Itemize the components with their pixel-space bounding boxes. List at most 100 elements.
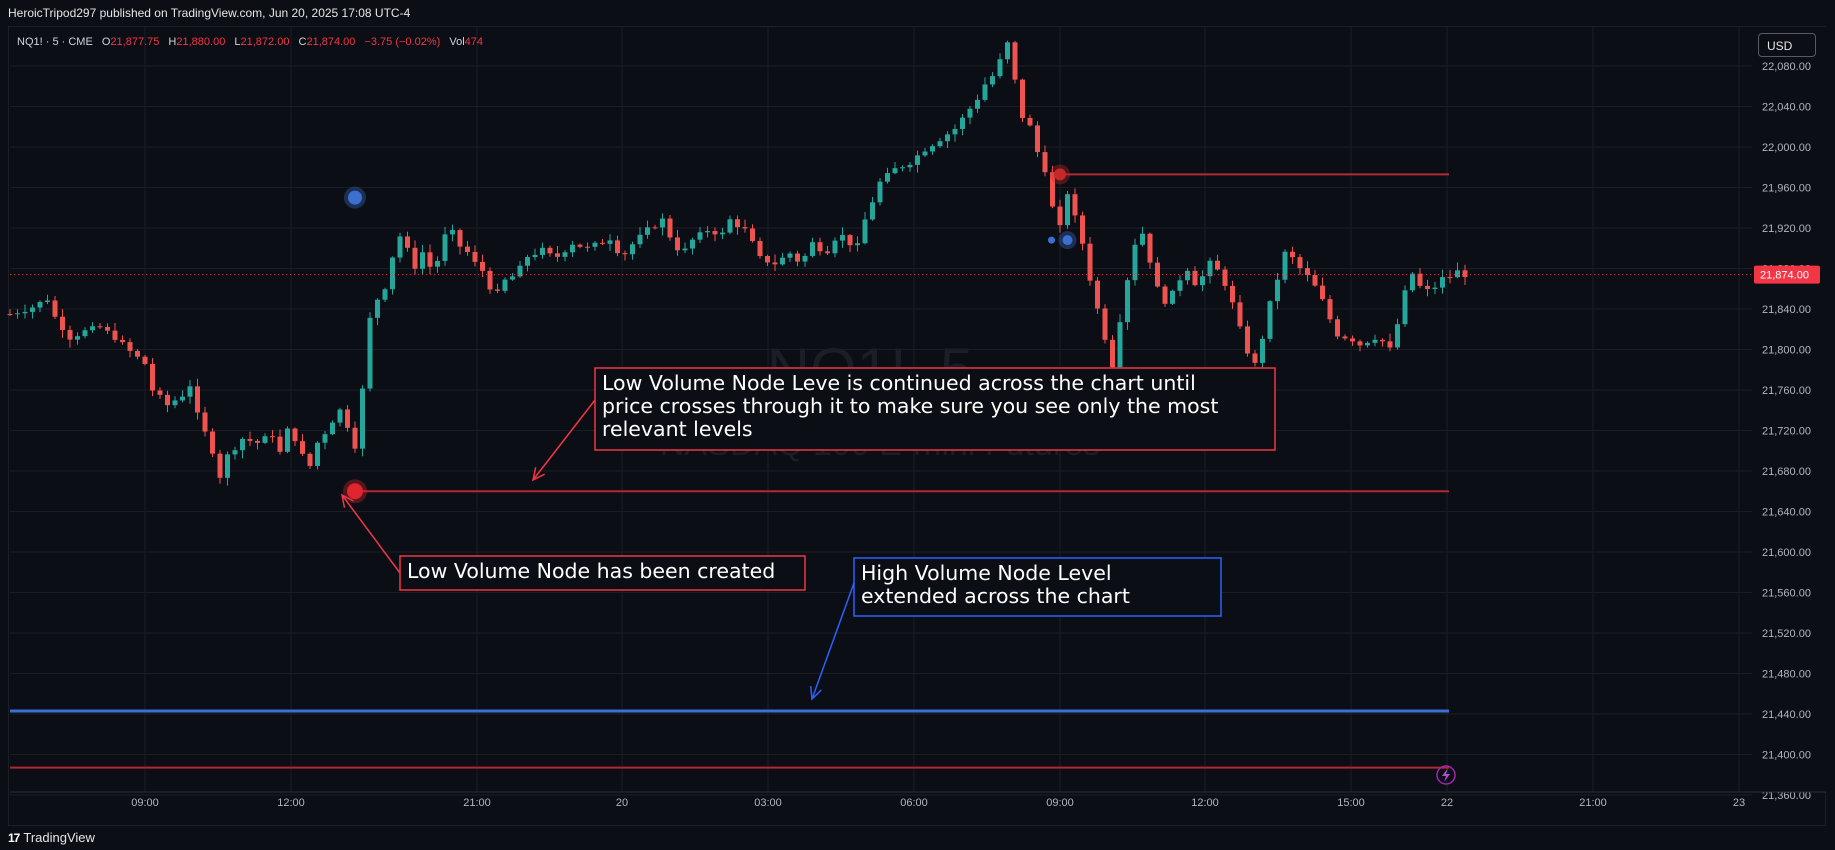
annotation-lvn-created[interactable]: Low Volume Node has been created bbox=[340, 493, 806, 591]
candle bbox=[900, 165, 905, 172]
candle bbox=[877, 178, 883, 206]
candle bbox=[1110, 335, 1115, 370]
candle bbox=[1395, 318, 1400, 350]
candle bbox=[1350, 335, 1355, 346]
legend-open: 21,877.75 bbox=[110, 36, 159, 48]
candle bbox=[1372, 334, 1378, 347]
candle bbox=[705, 226, 710, 238]
candle bbox=[232, 446, 238, 460]
candle bbox=[907, 162, 913, 172]
candle bbox=[157, 387, 163, 399]
candle bbox=[1425, 279, 1430, 297]
candle bbox=[637, 227, 643, 248]
candle bbox=[435, 256, 440, 273]
candle bbox=[1065, 191, 1070, 229]
candle bbox=[337, 407, 343, 427]
time-axis[interactable]: 09:00 12:00 21:00 20 03:00 06:00 09:00 12:00 15:… bbox=[10, 791, 1826, 809]
candle bbox=[390, 256, 395, 295]
alert-icon[interactable] bbox=[1436, 765, 1456, 785]
candle bbox=[1147, 232, 1153, 269]
candle bbox=[472, 245, 478, 267]
candle bbox=[450, 224, 455, 242]
candle bbox=[300, 434, 305, 456]
candle bbox=[1260, 335, 1265, 371]
candle bbox=[780, 252, 785, 266]
candle bbox=[1215, 254, 1220, 271]
candle bbox=[30, 304, 35, 319]
hvn-marker-small bbox=[1048, 236, 1055, 244]
candle bbox=[832, 237, 838, 258]
annotation-lvn-continued[interactable]: Low Volume Node Leve is continued across… bbox=[531, 367, 1276, 482]
x-tick-label: 23 bbox=[1733, 797, 1745, 809]
currency-button[interactable]: USD bbox=[1758, 33, 1816, 57]
candle bbox=[60, 309, 65, 338]
candle bbox=[1042, 145, 1048, 177]
candle bbox=[952, 124, 958, 142]
candle bbox=[225, 451, 230, 486]
candle bbox=[937, 137, 943, 148]
candle bbox=[292, 427, 298, 446]
y-tick-label: 21,720.00 bbox=[1762, 426, 1811, 438]
x-tick-label: 21:00 bbox=[463, 797, 491, 809]
candle bbox=[1297, 254, 1303, 275]
candle bbox=[765, 254, 770, 266]
candle bbox=[1312, 269, 1318, 287]
annotation-box bbox=[594, 367, 1276, 451]
y-tick-label: 21,920.00 bbox=[1762, 223, 1811, 235]
candle bbox=[975, 94, 980, 113]
annotation-arrow bbox=[811, 582, 855, 700]
volume-levels bbox=[10, 173, 1449, 769]
candle bbox=[750, 224, 755, 243]
candle bbox=[675, 229, 680, 256]
candle bbox=[262, 433, 268, 445]
annotation-text-line: extended across the chart bbox=[861, 584, 1130, 608]
candlestick-chart[interactable]: NQ1!, 5 NASDAQ 100 E-mini Futures Low Vo… bbox=[0, 0, 1835, 826]
candle bbox=[517, 261, 523, 278]
legend-high-label: H bbox=[168, 36, 176, 48]
candle bbox=[405, 231, 410, 252]
candle bbox=[37, 300, 43, 313]
candle bbox=[457, 228, 463, 255]
candle bbox=[622, 250, 628, 261]
candle bbox=[555, 245, 560, 262]
candle bbox=[217, 449, 223, 484]
candle bbox=[1140, 226, 1145, 247]
x-tick-label: 12:00 bbox=[1191, 797, 1219, 809]
candle bbox=[382, 287, 388, 303]
candle bbox=[82, 327, 88, 339]
price-axis-bg bbox=[1752, 27, 1826, 792]
annotation-text-line: relevant levels bbox=[602, 417, 753, 441]
candle bbox=[532, 248, 538, 261]
candle bbox=[1357, 339, 1363, 352]
candle bbox=[570, 240, 575, 257]
price-axis[interactable]: 22,080.00 22,040.00 22,000.00 21,960.00 21,9… bbox=[10, 27, 1826, 802]
candle bbox=[1387, 333, 1393, 352]
candle bbox=[52, 296, 58, 319]
legend-symbol: NQ1! · 5 · CME bbox=[17, 36, 93, 48]
x-tick-label: 03:00 bbox=[754, 797, 782, 809]
candle bbox=[397, 232, 403, 263]
candle bbox=[112, 323, 118, 343]
legend-open-label: O bbox=[102, 36, 111, 48]
candle bbox=[690, 237, 695, 255]
candle bbox=[277, 429, 283, 455]
y-tick-label: 21,680.00 bbox=[1762, 466, 1811, 478]
candle bbox=[202, 406, 208, 437]
legend-vol-label: Vol bbox=[449, 36, 464, 48]
candle bbox=[682, 242, 688, 254]
footer: 17 TradingView bbox=[0, 826, 1835, 850]
y-tick-label: 21,360.00 bbox=[1762, 790, 1811, 802]
candle bbox=[307, 452, 313, 469]
tradingview-logo[interactable]: 17 TradingView bbox=[8, 826, 95, 850]
candle bbox=[1380, 338, 1385, 347]
candle bbox=[1050, 165, 1055, 209]
annotation-arrowhead bbox=[531, 467, 545, 482]
candle bbox=[592, 241, 598, 251]
candle bbox=[1080, 211, 1085, 251]
grid bbox=[10, 27, 1752, 796]
candle bbox=[1462, 264, 1468, 285]
legend-high: 21,880.00 bbox=[176, 36, 225, 48]
candle bbox=[1027, 114, 1033, 127]
candle bbox=[375, 298, 380, 326]
